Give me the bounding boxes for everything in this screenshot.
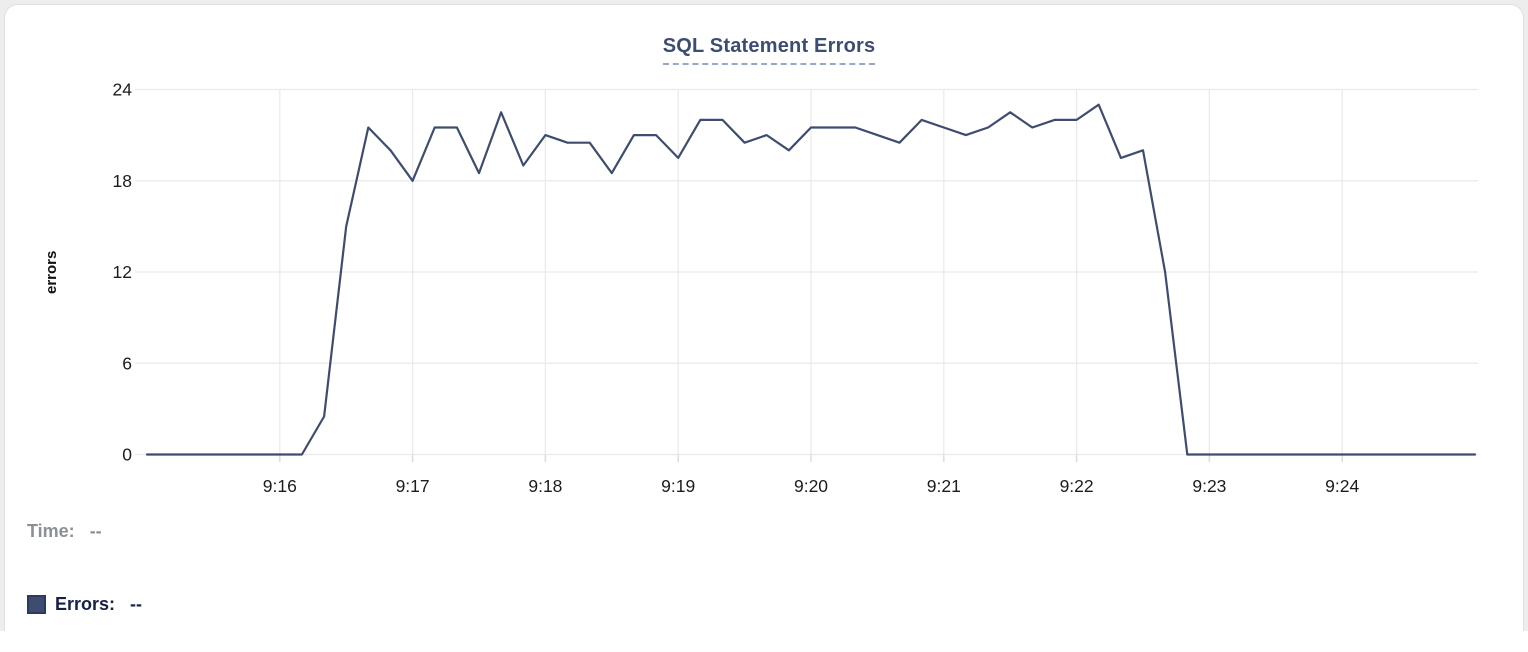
x-tick-label: 9:20 — [794, 476, 828, 496]
x-tick-label: 9:17 — [396, 476, 430, 496]
x-tick-label: 9:23 — [1192, 476, 1226, 496]
x-tick-label: 9:22 — [1060, 476, 1094, 496]
time-value: -- — [89, 521, 102, 541]
errors-value: -- — [130, 594, 143, 614]
chart-title-row: SQL Statement Errors — [5, 35, 1528, 65]
readout-time-row: Time: -- — [27, 521, 102, 542]
x-tick-label: 9:21 — [927, 476, 961, 496]
x-tick-label: 9:16 — [263, 476, 297, 496]
y-axis-title: errors — [43, 250, 60, 294]
y-tick-label: 6 — [122, 353, 132, 373]
y-tick-label: 18 — [113, 171, 132, 191]
chart-title-link[interactable]: SQL Statement Errors — [662, 35, 876, 65]
x-tick-label: 9:19 — [661, 476, 695, 496]
chart-plot-area[interactable] — [135, 89, 1478, 463]
errors-label: Errors: — [55, 594, 116, 614]
y-tick-label: 24 — [113, 80, 133, 100]
x-tick-label: 9:18 — [528, 476, 562, 496]
readout-errors-row: Errors: -- — [27, 594, 142, 615]
y-tick-label: 0 — [122, 445, 132, 465]
y-tick-label: 12 — [113, 262, 132, 282]
time-label: Time: — [27, 521, 75, 541]
errors-series-swatch-icon — [27, 595, 46, 614]
x-tick-label: 9:24 — [1325, 476, 1359, 496]
sql-errors-chart-card: SQL Statement Errors errors 0 6 12 18 24 9:16… — [4, 4, 1524, 631]
